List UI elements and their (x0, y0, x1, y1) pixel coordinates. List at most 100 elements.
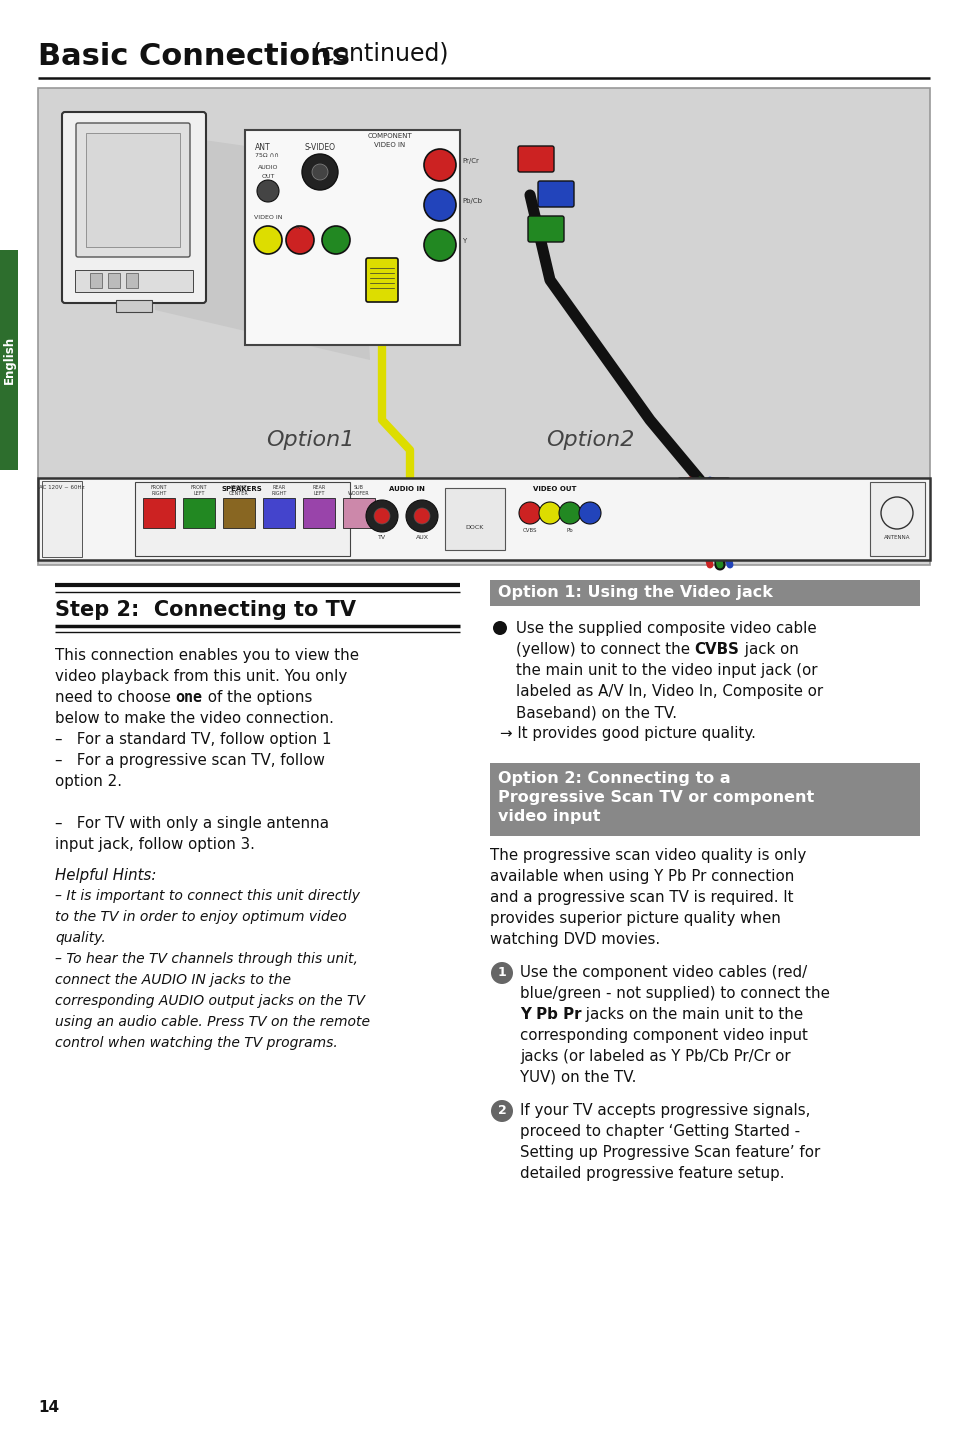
Text: FRONT
LEFT: FRONT LEFT (191, 485, 207, 495)
Text: Progressive Scan TV or component: Progressive Scan TV or component (497, 790, 814, 805)
FancyBboxPatch shape (707, 478, 729, 510)
Text: Y: Y (461, 238, 466, 243)
Circle shape (493, 621, 506, 634)
Text: Setting up Progressive Scan feature’ for: Setting up Progressive Scan feature’ for (519, 1146, 820, 1160)
FancyBboxPatch shape (366, 258, 397, 302)
Bar (223, 498, 254, 528)
Bar (245, 130, 459, 345)
Text: video playback from this unit. You only: video playback from this unit. You only (55, 669, 347, 684)
Text: – To hear the TV channels through this unit,: – To hear the TV channels through this u… (55, 952, 357, 967)
Text: of the options: of the options (202, 690, 312, 705)
Text: CVBS: CVBS (694, 642, 739, 657)
Text: TV: TV (377, 536, 386, 540)
Circle shape (558, 503, 580, 524)
Bar (135, 483, 350, 556)
Text: AUX: AUX (416, 536, 428, 540)
Text: VIDEO IN: VIDEO IN (374, 142, 405, 147)
Text: connect the AUDIO IN jacks to the: connect the AUDIO IN jacks to the (55, 972, 291, 987)
Circle shape (312, 165, 328, 180)
Circle shape (423, 149, 456, 180)
Bar (42, 481, 82, 557)
Text: input jack, follow option 3.: input jack, follow option 3. (55, 836, 254, 852)
Circle shape (491, 1100, 513, 1123)
Text: control when watching the TV programs.: control when watching the TV programs. (55, 1035, 337, 1050)
Text: quality.: quality. (55, 931, 106, 945)
Text: ANT: ANT (254, 143, 271, 152)
Bar (183, 498, 214, 528)
Text: jacks (or labeled as Y Pb/Cb Pr/Cr or: jacks (or labeled as Y Pb/Cb Pr/Cr or (519, 1050, 790, 1064)
Text: Helpful Hints:: Helpful Hints: (55, 868, 156, 884)
Bar (108, 274, 120, 288)
Text: the main unit to the video input jack (or: the main unit to the video input jack (o… (516, 663, 817, 677)
Circle shape (414, 508, 430, 524)
Text: Pb/Cb: Pb/Cb (461, 198, 481, 203)
Text: DOCK: DOCK (465, 526, 484, 530)
Bar (75, 271, 193, 292)
Text: Step 2:  Connecting to TV: Step 2: Connecting to TV (55, 600, 355, 620)
Text: 14: 14 (38, 1400, 59, 1415)
Text: YUV) on the TV.: YUV) on the TV. (519, 1070, 636, 1085)
FancyBboxPatch shape (62, 112, 206, 304)
Text: available when using Y Pb Pr connection: available when using Y Pb Pr connection (490, 869, 794, 884)
Text: REAR
RIGHT: REAR RIGHT (271, 485, 287, 495)
Text: Option 1: Using the Video jack: Option 1: Using the Video jack (497, 586, 772, 600)
Text: and a progressive scan TV is required. It: and a progressive scan TV is required. I… (490, 891, 793, 905)
Text: This connection enables you to view the: This connection enables you to view the (55, 649, 358, 663)
Text: AUDIO: AUDIO (257, 165, 278, 170)
Text: below to make the video connection.: below to make the video connection. (55, 712, 334, 726)
Circle shape (256, 180, 278, 202)
Text: –   For a progressive scan TV, follow: – For a progressive scan TV, follow (55, 753, 325, 768)
Circle shape (423, 229, 456, 261)
Text: Option1: Option1 (266, 430, 354, 450)
Bar (303, 498, 335, 528)
Bar (343, 498, 375, 528)
Bar (90, 274, 102, 288)
Text: CVBS: CVBS (522, 528, 537, 533)
Text: video input: video input (497, 809, 599, 823)
Circle shape (578, 503, 600, 524)
Circle shape (538, 503, 560, 524)
Text: (yellow) to connect the: (yellow) to connect the (516, 642, 694, 657)
Circle shape (286, 226, 314, 253)
Text: corresponding component video input: corresponding component video input (519, 1028, 807, 1042)
Text: SPEAKERS: SPEAKERS (221, 485, 262, 493)
Text: S-VIDEO: S-VIDEO (304, 143, 335, 152)
Text: –   For a standard TV, follow option 1: – For a standard TV, follow option 1 (55, 732, 331, 748)
Text: Basic Connections: Basic Connections (38, 42, 350, 72)
Text: REAR
LEFT: REAR LEFT (312, 485, 325, 495)
Text: Pb: Pb (566, 528, 573, 533)
Text: FRONT
CENTER: FRONT CENTER (229, 485, 249, 495)
FancyBboxPatch shape (517, 146, 554, 172)
Text: –   For TV with only a single antenna: – For TV with only a single antenna (55, 816, 329, 831)
Text: option 2.: option 2. (55, 775, 122, 789)
Circle shape (322, 226, 350, 253)
Bar (143, 498, 174, 528)
Text: Use the supplied composite video cable: Use the supplied composite video cable (516, 621, 816, 636)
Text: Use the component video cables (red/: Use the component video cables (red/ (519, 965, 806, 979)
Text: SUB
WOOFER: SUB WOOFER (348, 485, 370, 495)
Text: AC 120V ~ 60Hz: AC 120V ~ 60Hz (39, 485, 85, 490)
Circle shape (880, 497, 912, 528)
Text: provides superior picture quality when: provides superior picture quality when (490, 911, 781, 927)
Text: using an audio cable. Press TV on the remote: using an audio cable. Press TV on the re… (55, 1015, 370, 1030)
Text: FRONT
RIGHT: FRONT RIGHT (151, 485, 167, 495)
Circle shape (423, 189, 456, 221)
Text: watching DVD movies.: watching DVD movies. (490, 932, 659, 947)
Text: labeled as A/V In, Video In, Composite or: labeled as A/V In, Video In, Composite o… (516, 684, 822, 699)
Text: proceed to chapter ‘Getting Started -: proceed to chapter ‘Getting Started - (519, 1124, 800, 1138)
Circle shape (374, 508, 390, 524)
Circle shape (366, 500, 397, 533)
Text: – It is important to connect this unit directly: – It is important to connect this unit d… (55, 889, 359, 904)
Text: OUT: OUT (261, 175, 274, 179)
Circle shape (302, 155, 337, 190)
Text: jacks on the main unit to the: jacks on the main unit to the (581, 1007, 802, 1022)
Text: Option 2: Connecting to a: Option 2: Connecting to a (497, 770, 730, 786)
Text: If your TV accepts progressive signals,: If your TV accepts progressive signals, (519, 1103, 809, 1118)
Text: jack on: jack on (739, 642, 798, 657)
Text: AUDIO IN: AUDIO IN (389, 485, 424, 493)
Text: blue/green - not supplied) to connect the: blue/green - not supplied) to connect th… (519, 987, 829, 1001)
Text: COMPONENT: COMPONENT (367, 133, 412, 139)
Text: The progressive scan video quality is only: The progressive scan video quality is on… (490, 848, 805, 863)
Bar (38, 87, 929, 566)
Text: detailed progressive feature setup.: detailed progressive feature setup. (519, 1166, 783, 1181)
